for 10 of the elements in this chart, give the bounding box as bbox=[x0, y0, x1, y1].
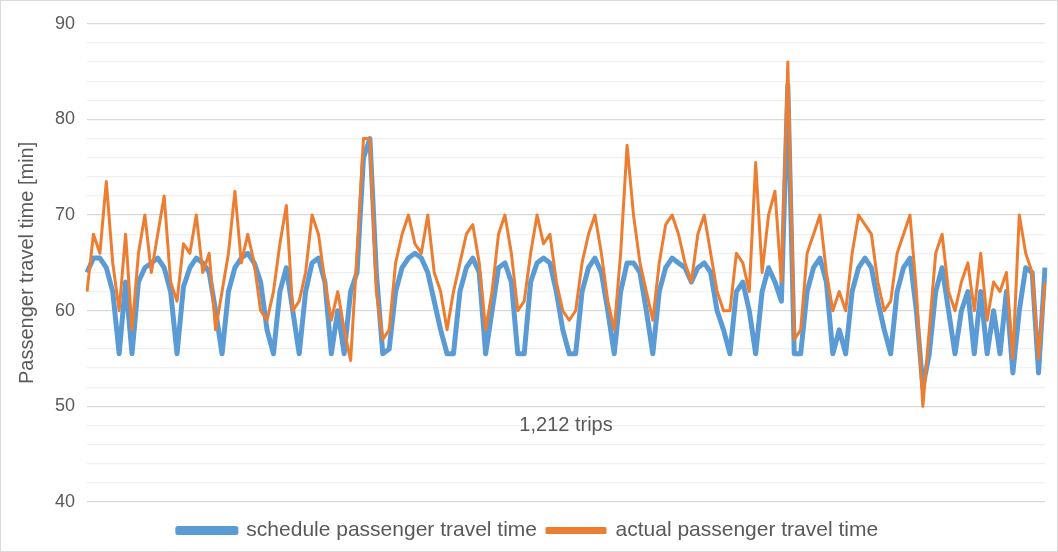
y-tick-label: 70 bbox=[54, 204, 76, 225]
y-tick-label: 60 bbox=[54, 299, 76, 320]
y-tick-label: 40 bbox=[54, 490, 76, 511]
y-axis-title: Passenger travel time [min] bbox=[14, 141, 37, 385]
legend-label: schedule passenger travel time bbox=[246, 517, 538, 541]
legend-label: actual passenger travel time bbox=[615, 517, 879, 541]
y-tick-label: 90 bbox=[54, 12, 76, 33]
y-tick-label: 50 bbox=[54, 395, 76, 416]
annotation: 1,212 trips bbox=[519, 413, 613, 435]
y-tick-label: 80 bbox=[54, 108, 76, 129]
